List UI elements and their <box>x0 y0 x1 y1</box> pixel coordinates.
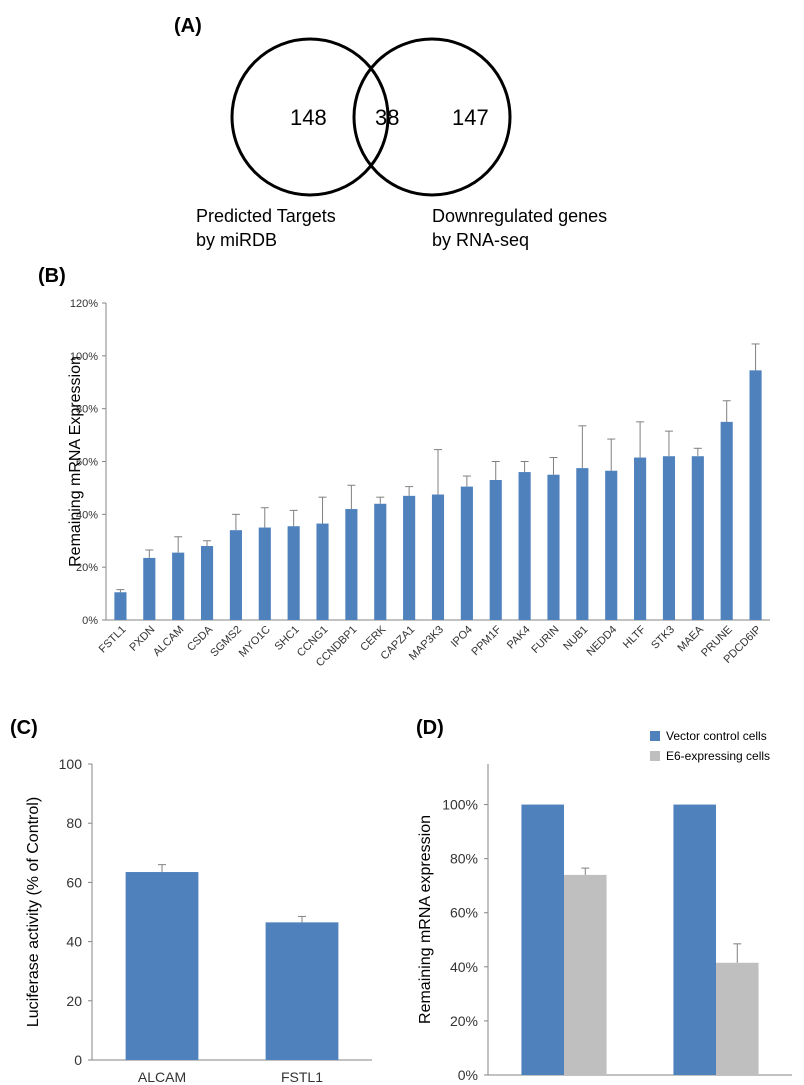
chart-b-x-tick-label: FSTL1 <box>97 624 129 656</box>
chart-d-x-tick-label: FSTL1 <box>695 1082 737 1085</box>
venn-left-count: 148 <box>290 105 327 130</box>
chart-c-bar-fstl1 <box>265 922 339 1060</box>
chart-c-y-tick-label: 60 <box>66 874 82 890</box>
chart-b-bar-nedd4 <box>605 470 618 620</box>
chart-b-y-tick-label: 100% <box>70 351 98 363</box>
chart-c-x-tick-label: FSTL1 <box>281 1069 323 1085</box>
venn-overlap-count: 38 <box>375 105 399 130</box>
panel-label-a: (A) <box>174 15 202 37</box>
chart-d-y-tick-label: 60% <box>450 905 478 921</box>
chart-b-bar-csda <box>200 546 214 620</box>
chart-c-y-axis-title: Luciferase activity (% of Control) <box>25 797 42 1027</box>
chart-b-x-tick-label: STK3 <box>649 624 677 652</box>
chart-d-bar-alcam-series-2 <box>564 874 607 1075</box>
chart-b-bar-prune <box>720 421 733 620</box>
chart-d-y-tick-label: 80% <box>450 851 478 867</box>
chart-d-y-axis-title: Remaining mRNA expression <box>417 815 434 1024</box>
chart-c-y-tick-label: 40 <box>66 934 82 950</box>
chart-b-y-tick-label: 40% <box>76 509 98 521</box>
chart-b-bar-hltf <box>634 457 647 620</box>
chart-b-x-tick-label: NEDD4 <box>584 624 619 659</box>
chart-b-bar-map3k3 <box>431 494 445 620</box>
chart-d-y-tick-label: 0% <box>458 1067 478 1083</box>
chart-b-y-tick-label: 60% <box>76 457 98 469</box>
chart-c-y-tick-label: 100 <box>59 756 83 772</box>
chart-b-bar-alcam <box>172 552 185 620</box>
venn-right-caption-2: by RNA-seq <box>432 230 529 250</box>
chart-b-bar-myo1c <box>258 527 271 620</box>
chart-b-x-tick-label: HLTF <box>621 623 649 651</box>
chart-b-bar-pak4 <box>518 472 531 620</box>
chart-b-bar-cerk <box>374 503 387 620</box>
panel-label-b: (B) <box>38 265 66 287</box>
chart-b-bar-shc1 <box>287 526 300 620</box>
venn-right-circle <box>352 37 512 197</box>
chart-b-y-tick-label: 80% <box>76 404 98 416</box>
chart-b-bar-ccng1 <box>316 523 329 620</box>
chart-b-bar-stk3 <box>662 456 676 620</box>
chart-b-x-tick-label: PPM1F <box>469 623 504 658</box>
chart-b-bar-sgms2 <box>229 530 242 620</box>
venn-left-caption-2: by miRDB <box>196 230 277 250</box>
chart-b-bar-ccndbp1 <box>345 509 358 620</box>
chart-b-bar-ppm1f <box>489 479 502 620</box>
chart-b: (B) 0%20%40%60%80%100%120%FSTL1PXDNALCAM… <box>38 265 770 669</box>
chart-b-bar-fstl1 <box>114 592 127 620</box>
chart-b-bar-nub1 <box>576 468 589 620</box>
panel-label-d: (D) <box>416 717 444 739</box>
chart-c-bar-alcam <box>125 872 199 1060</box>
chart-b-x-tick-label: MYO1C <box>237 624 273 660</box>
chart-c-x-tick-label: ALCAM <box>138 1069 186 1085</box>
venn-left-caption-1: Predicted Targets <box>196 206 336 226</box>
chart-b-bar-pxdn <box>143 557 156 620</box>
chart-b-bar-pdcd6ip <box>749 370 762 620</box>
chart-b-bar-maea <box>691 456 704 620</box>
chart-d-bar-fstl1-series-2 <box>716 962 759 1075</box>
chart-b-bar-ipo4 <box>460 486 473 620</box>
chart-d-legend-swatch-2 <box>650 751 660 761</box>
chart-d-legend-swatch-1 <box>650 731 660 741</box>
chart-b-x-tick-label: ALCAM <box>151 624 186 659</box>
chart-b-y-tick-label: 120% <box>70 298 98 310</box>
chart-c-y-tick-label: 80 <box>66 815 82 831</box>
panel-label-c: (C) <box>10 717 38 739</box>
chart-c: (C) 0 20 40 60 80 100 ALCAM FSTL1 Luciferase act… <box>10 717 372 1085</box>
chart-d-legend-label-2: E6-expressing cells <box>666 749 770 763</box>
chart-d-bar-alcam-series-1 <box>521 804 564 1075</box>
chart-c-y-tick-label: 0 <box>74 1052 82 1068</box>
chart-b-y-tick-label: 20% <box>76 562 98 574</box>
chart-c-y-tick-label: 20 <box>66 993 82 1009</box>
chart-b-x-tick-label: FURIN <box>529 624 561 656</box>
chart-b-y-axis-title: Remaining mRNA Expression <box>67 356 84 567</box>
chart-b-x-tick-label: IPO4 <box>449 624 475 650</box>
chart-d-bar-fstl1-series-1 <box>673 804 716 1075</box>
chart-d-y-tick-label: 20% <box>450 1013 478 1029</box>
venn-left-circle <box>230 37 390 197</box>
chart-d-y-tick-label: 100% <box>442 797 478 813</box>
chart-d-legend-label-1: Vector control cells <box>666 729 767 743</box>
venn-right-count: 147 <box>452 105 489 130</box>
chart-d-y-tick-label: 40% <box>450 959 478 975</box>
venn-panel: (A) 148 38 147 Predicted Targets by miRD… <box>174 15 607 250</box>
chart-b-y-tick-label: 0% <box>82 615 98 627</box>
chart-b-bar-furin <box>547 474 560 620</box>
chart-d-x-tick-label: ALCAM <box>540 1082 588 1085</box>
chart-d: (D) 0% 20% 40% 60% 80% 100% ALCAM FSTL1 Remainin… <box>416 717 792 1085</box>
chart-b-bar-capza1 <box>403 495 416 620</box>
venn-right-caption-1: Downregulated genes <box>432 206 607 226</box>
